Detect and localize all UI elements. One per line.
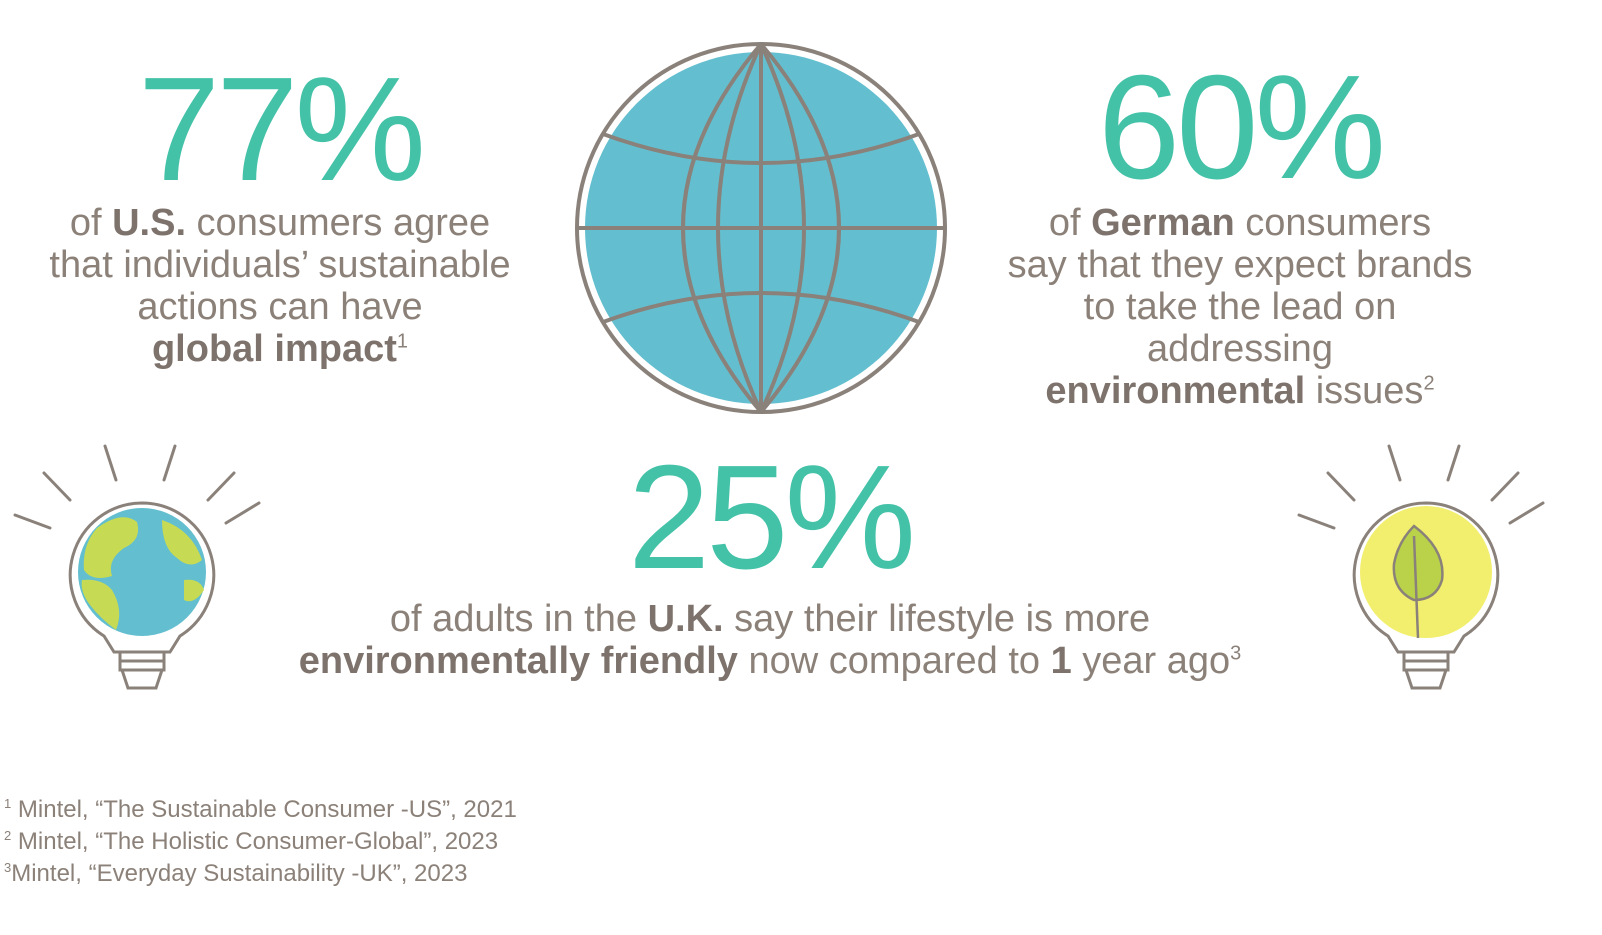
- us-desc-line-3: actions can have: [137, 286, 423, 328]
- footnote-3: 3Mintel, “Everyday Sustainability -UK”, …: [4, 858, 704, 890]
- de-desc-line-2: say that they expect brands: [1007, 244, 1473, 286]
- us-stat-value: 77%: [137, 47, 426, 212]
- uk-stat-value: 25%: [627, 435, 916, 600]
- uk-stat-description: of adults in the U.K. say their lifestyl…: [230, 598, 1310, 682]
- footnote-ref-1: 1: [396, 330, 409, 353]
- uk-desc-line-2: environmentally friendly now compared to…: [230, 640, 1310, 682]
- footnote-number: 3: [4, 860, 12, 875]
- us-country: U.S.: [112, 202, 186, 244]
- footnotes: 1 Mintel, “The Sustainable Consumer -US”…: [4, 794, 704, 890]
- footnote-1: 1 Mintel, “The Sustainable Consumer -US”…: [4, 794, 704, 826]
- de-country: German: [1091, 202, 1235, 244]
- uk-highlight: environmentally friendly: [298, 640, 738, 682]
- footnote-number: 2: [4, 828, 12, 843]
- lightbulb-leaf-icon: [1297, 444, 1545, 690]
- footnote-ref-3: 3: [1230, 642, 1242, 665]
- footnote-text: Mintel, “The Sustainable Consumer -US”, …: [17, 796, 517, 823]
- de-highlight: environmental: [1045, 370, 1306, 412]
- footnote-2: 2 Mintel, “The Holistic Consumer-Global”…: [4, 826, 704, 858]
- uk-text: say their lifestyle is more: [723, 598, 1151, 640]
- us-text: of: [69, 202, 113, 244]
- de-stat-value: 60%: [1097, 45, 1386, 210]
- de-text: of: [1048, 202, 1092, 244]
- footnote-text: Mintel, “The Holistic Consumer-Global”, …: [17, 828, 499, 855]
- de-desc-line-1: of German consumers: [970, 202, 1510, 244]
- uk-number: 1: [1050, 640, 1072, 682]
- us-desc-line-2: that individuals’ sustainable: [49, 244, 511, 286]
- de-text: issues: [1305, 370, 1424, 412]
- us-stat-description: of U.S. consumers agree that individuals…: [10, 202, 550, 370]
- us-desc-line-1: of U.S. consumers agree: [10, 202, 550, 244]
- de-desc-line-5: environmental issues2: [970, 370, 1510, 412]
- uk-text: year ago: [1071, 640, 1231, 682]
- de-desc-line-3: to take the lead on: [1083, 286, 1397, 328]
- uk-text: now compared to: [737, 640, 1051, 682]
- footnote-number: 1: [4, 796, 12, 811]
- us-text: consumers agree: [186, 202, 491, 244]
- lightbulb-earth-icon: [13, 444, 261, 690]
- footnote-ref-2: 2: [1423, 372, 1435, 395]
- de-desc-line-4: addressing: [1147, 328, 1333, 370]
- us-desc-line-4: global impact1: [10, 328, 550, 370]
- de-text: consumers: [1234, 202, 1432, 244]
- footnote-text: Mintel, “Everyday Sustainability -UK”, 2…: [11, 860, 468, 887]
- globe-icon: [575, 42, 947, 414]
- de-stat-description: of German consumers say that they expect…: [970, 202, 1510, 412]
- uk-country: U.K.: [647, 598, 724, 640]
- uk-text: of adults in the: [389, 598, 648, 640]
- uk-desc-line-1: of adults in the U.K. say their lifestyl…: [230, 598, 1310, 640]
- us-highlight: global impact: [151, 328, 397, 370]
